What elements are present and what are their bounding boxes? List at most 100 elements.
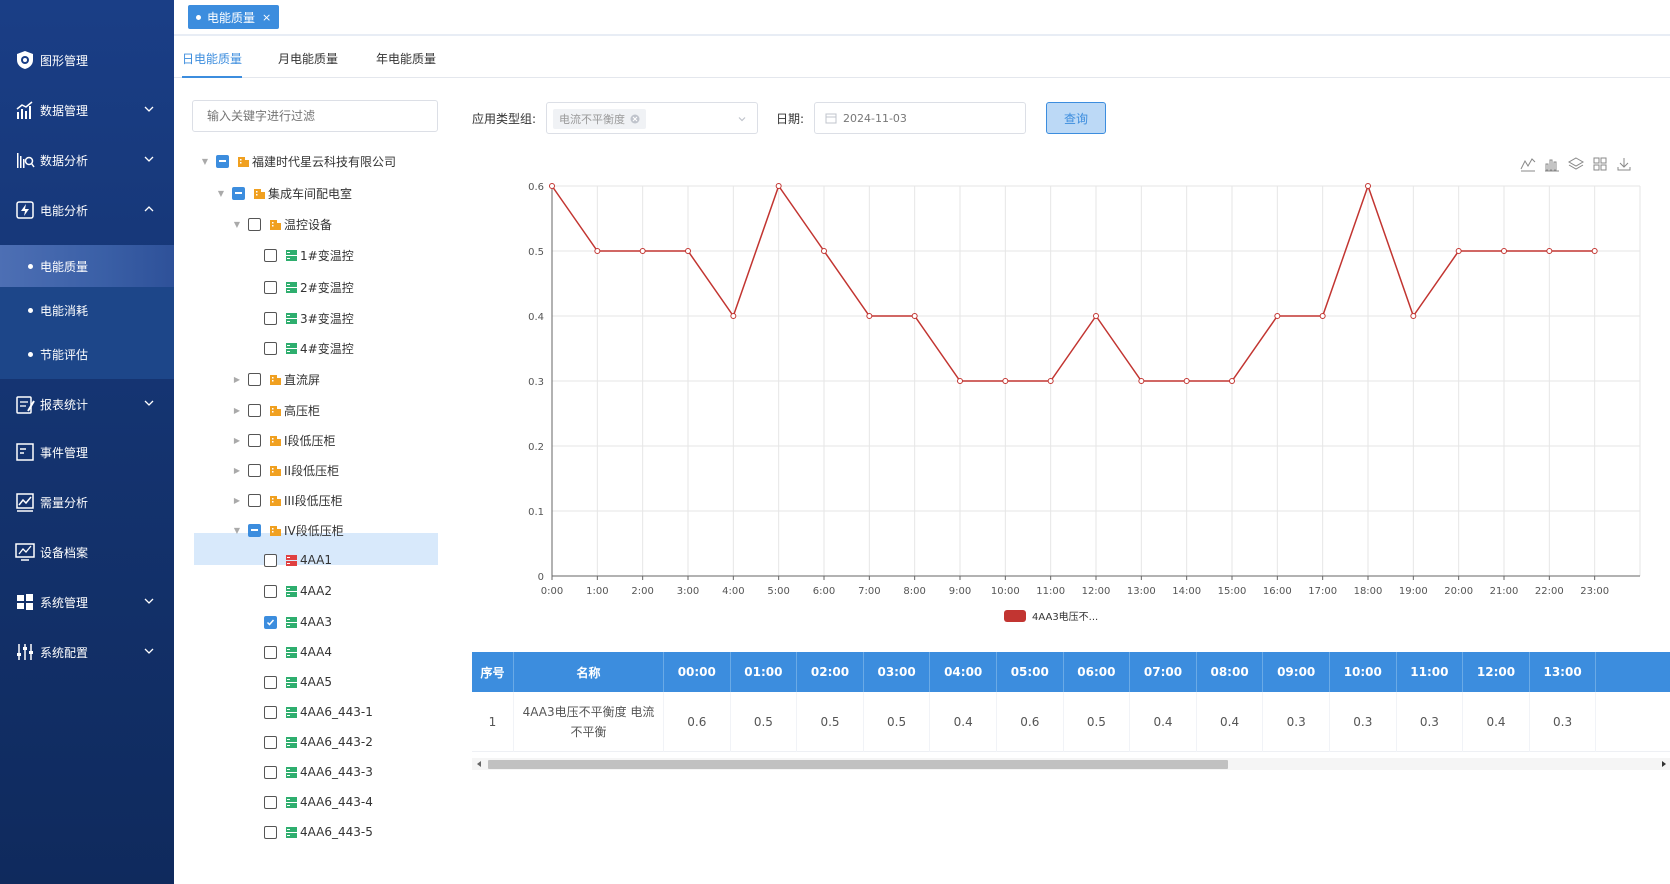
tree-node[interactable]: 1#变温控 [248,240,354,270]
tree-checkbox[interactable] [264,615,277,629]
tree-node[interactable]: 4AA3 [248,607,332,637]
caret-right-icon[interactable]: ▶ [233,374,241,384]
tree-node[interactable]: ▶ I段低压柜 [232,425,336,455]
tree-checkbox[interactable] [264,795,277,809]
caret-down-icon[interactable]: ▼ [233,219,241,229]
caret-right-icon[interactable]: ▶ [233,465,241,475]
tab-monthly-quality[interactable]: 月电能质量 [278,52,339,66]
tree-checkbox[interactable] [264,645,277,659]
caret-right-icon[interactable]: ▶ [233,435,241,445]
sidebar-item-label: 需量分析 [40,495,89,510]
tree-checkbox[interactable] [232,186,245,200]
sidebar-item-devices[interactable]: 设备档案 [0,530,174,574]
tree-checkbox[interactable] [264,553,277,567]
stack-toggle-icon[interactable] [1568,156,1584,172]
sidebar-item-graphics[interactable]: 图形管理 [0,38,174,82]
caret-right-icon[interactable]: ▶ [233,405,241,415]
selected-type-chip[interactable]: 电流不平衡度 [553,109,646,129]
tree-checkbox[interactable] [264,280,277,294]
chip-label: 电流不平衡度 [559,113,625,126]
tree-node[interactable]: 4AA6_443-4 [248,787,373,817]
sidebar-item-events[interactable]: 事件管理 [0,430,174,474]
tree-checkbox[interactable] [264,765,277,779]
tree-checkbox[interactable] [248,403,261,417]
bar-chart-toggle-icon[interactable] [1544,156,1560,172]
chevron-down-icon [144,400,154,406]
tree-filter-input[interactable] [192,100,438,132]
tree-checkbox[interactable] [248,463,261,477]
tree-node[interactable]: 4AA6_443-5 [248,817,373,847]
tree-node[interactable]: ▶ II段低压柜 [232,455,339,485]
download-icon[interactable] [1616,156,1632,172]
device-icon [14,541,36,563]
tree-checkbox[interactable] [264,705,277,719]
tree-node[interactable]: 4AA1 [248,545,332,575]
table-cell: 0.5 [864,692,931,752]
line-chart-toggle-icon[interactable] [1520,156,1536,172]
tree-node[interactable]: 4#变温控 [248,333,354,363]
caret-down-icon[interactable]: ▼ [201,156,209,166]
tree-node[interactable]: ▶ 直流屏 [232,364,320,394]
sidebar-item-data-mgmt[interactable]: 数据管理 [0,88,174,132]
tree-checkbox[interactable] [264,584,277,598]
caret-down-icon[interactable]: ▼ [233,525,241,535]
tree-checkbox[interactable] [248,523,261,537]
tree-node[interactable]: 4AA6_443-3 [248,757,373,787]
building-icon [270,465,281,476]
tree-checkbox[interactable] [264,825,277,839]
x-tick-label: 13:00 [1127,586,1156,597]
tab-daily-quality[interactable]: 日电能质量 [182,50,243,78]
tree-checkbox[interactable] [248,493,261,507]
scroll-right-icon[interactable] [1660,760,1668,768]
tree-checkbox[interactable] [264,248,277,262]
tree-checkbox[interactable] [248,217,261,231]
tree-checkbox[interactable] [264,341,277,355]
tree-node-label: 4AA6_443-5 [300,825,373,839]
close-icon[interactable]: × [262,10,272,24]
table-header-cell: 02:00 [797,652,864,692]
sidebar-item-reports[interactable]: 报表统计 [0,382,174,426]
tree-node[interactable]: ▶ 高压柜 [232,395,320,425]
sidebar-item-system-config[interactable]: 系统配置 [0,630,174,674]
tree-node[interactable]: 4AA4 [248,637,332,667]
tree-checkbox[interactable] [248,372,261,386]
tree-node[interactable]: 2#变温控 [248,272,354,302]
tree-checkbox[interactable] [264,735,277,749]
tree-node[interactable]: ▼ 集成车间配电室 [216,178,352,208]
data-point [1138,378,1145,384]
date-picker[interactable]: 2024-11-03 [814,102,1026,134]
query-button[interactable]: 查询 [1046,102,1106,134]
tree-node[interactable]: 3#变温控 [248,303,354,333]
tree-node[interactable]: 4AA2 [248,576,332,606]
submenu-power-consumption[interactable]: 电能消耗 [0,289,174,331]
sidebar-item-system-mgmt[interactable]: 系统管理 [0,580,174,624]
sidebar-item-energy-analysis[interactable]: 电能分析 [0,188,174,232]
caret-down-icon[interactable]: ▼ [217,188,225,198]
tree-checkbox[interactable] [216,154,229,168]
caret-right-icon[interactable]: ▶ [233,495,241,505]
submenu-power-quality[interactable]: 电能质量 [0,245,174,287]
tree-checkbox[interactable] [264,311,277,325]
tab-yearly-quality[interactable]: 年电能质量 [376,52,437,66]
sidebar-item-data-analysis[interactable]: 数据分析 [0,138,174,182]
tree-node[interactable]: 4AA5 [248,667,332,697]
table-header-cell: 00:00 [664,652,731,692]
tree-spacer [248,313,258,323]
horizontal-scrollbar[interactable] [472,758,1670,770]
open-tab-tag[interactable]: 电能质量 × [188,5,280,29]
sidebar-item-demand[interactable]: 需量分析 [0,480,174,524]
scroll-left-icon[interactable] [475,760,483,768]
tree-node[interactable]: 4AA6_443-1 [248,697,373,727]
tree-checkbox[interactable] [248,433,261,447]
tree-node[interactable]: ▼ 福建时代星云科技有限公司 [200,146,396,176]
submenu-energy-saving[interactable]: 节能评估 [0,333,174,375]
tree-checkbox[interactable] [264,675,277,689]
scrollbar-thumb[interactable] [488,760,1228,769]
close-circle-icon[interactable] [630,114,640,124]
type-group-select[interactable]: 电流不平衡度 [546,102,758,134]
data-view-icon[interactable] [1592,156,1608,172]
tree-node[interactable]: ▼ IV段低压柜 [232,515,344,545]
tree-node[interactable]: ▶ III段低压柜 [232,485,343,515]
tree-node[interactable]: 4AA6_443-2 [248,727,373,757]
tree-node[interactable]: ▼ 温控设备 [232,209,332,239]
